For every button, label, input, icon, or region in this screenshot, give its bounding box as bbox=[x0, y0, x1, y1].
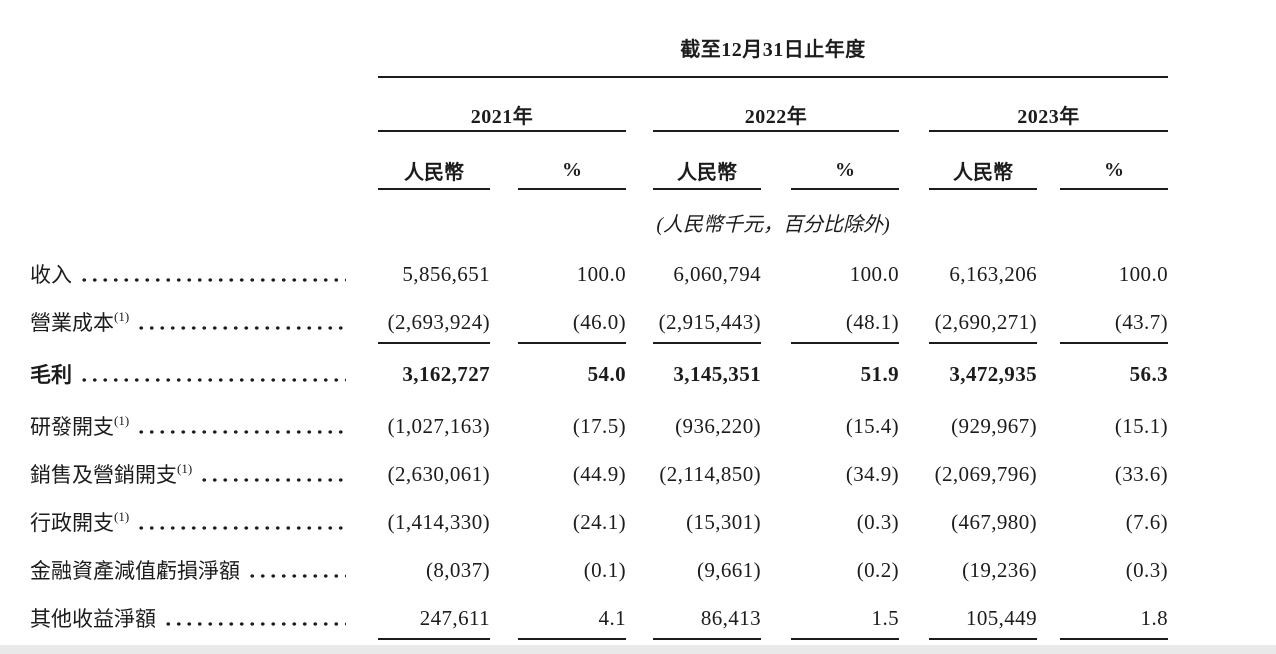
value-2022-rmb: (9,661) bbox=[696, 557, 761, 582]
value-2021-pct: 54.0 bbox=[587, 361, 626, 386]
value-2023-rmb: (467,980) bbox=[951, 509, 1037, 534]
group-gap bbox=[899, 98, 929, 132]
value-2023-pct: (0.3) bbox=[1125, 557, 1168, 582]
value-2022-rmb: (936,220) bbox=[675, 413, 761, 438]
row-other-net-income: 其他收益淨額 247,611 4.1 86,413 1.5 105,449 1.… bbox=[30, 594, 1168, 642]
row-cost-of-sales: 營業成本(1) (2,693,924) (46.0) (2,915,443) (… bbox=[30, 298, 1168, 346]
label-spacer bbox=[30, 98, 378, 132]
row-gross-profit: 毛利 3,162,727 54.0 3,145,351 51.9 3,472,9… bbox=[30, 346, 1168, 402]
value-2023-rmb: 105,449 bbox=[929, 606, 1037, 640]
value-2022-rmb: (15,301) bbox=[686, 509, 761, 534]
value-2021-pct: (46.0) bbox=[518, 310, 626, 344]
dot-leader bbox=[247, 559, 346, 581]
row-label: 毛利 bbox=[30, 363, 72, 387]
row-selling-marketing-expenses: 銷售及營銷開支(1) (2,630,061) (44.9) (2,114,850… bbox=[30, 450, 1168, 498]
row-label: 金融資產減值虧損淨額 bbox=[30, 559, 240, 583]
dot-leader bbox=[136, 415, 346, 437]
value-2021-rmb: 247,611 bbox=[378, 606, 490, 640]
dot-leader bbox=[136, 511, 346, 533]
value-2022-pct: (0.2) bbox=[856, 557, 899, 582]
row-revenue: 收入 5,856,651 100.0 6,060,794 100.0 6,163… bbox=[30, 250, 1168, 298]
row-label: 營業成本 bbox=[30, 311, 114, 335]
value-2022-pct: 1.5 bbox=[791, 606, 899, 640]
row-label: 收入 bbox=[30, 263, 72, 287]
value-2021-rmb: (8,037) bbox=[425, 557, 490, 582]
value-2021-rmb: (2,693,924) bbox=[378, 310, 490, 344]
header-rule bbox=[378, 76, 1168, 78]
value-2022-pct: (0.3) bbox=[856, 509, 899, 534]
dot-leader bbox=[163, 607, 346, 629]
value-2023-pct: (43.7) bbox=[1060, 310, 1168, 344]
col-header-rmb-2023: 人民幣 bbox=[929, 153, 1037, 190]
row-label: 其他收益淨額 bbox=[30, 607, 156, 631]
value-2021-rmb: (1,027,163) bbox=[387, 413, 490, 438]
col-header-pct-2022: % bbox=[791, 153, 899, 190]
footnote-ref: (1) bbox=[114, 309, 130, 324]
value-2021-rmb: (1,414,330) bbox=[387, 509, 490, 534]
value-2021-pct: (0.1) bbox=[583, 557, 626, 582]
value-2022-pct: 51.9 bbox=[860, 361, 899, 386]
page-edge-strip bbox=[0, 645, 1276, 654]
value-2021-rmb: (2,630,061) bbox=[387, 461, 490, 486]
value-2023-rmb: (2,690,271) bbox=[929, 310, 1037, 344]
value-2023-rmb: (929,967) bbox=[951, 413, 1037, 438]
year-2022: 2022年 bbox=[653, 98, 899, 132]
value-2023-pct: (33.6) bbox=[1114, 461, 1168, 486]
value-2023-rmb: 3,472,935 bbox=[949, 361, 1037, 386]
footnote-ref: (1) bbox=[177, 461, 193, 476]
year-2021: 2021年 bbox=[378, 98, 626, 132]
table-title: 截至12月31日止年度 bbox=[680, 39, 866, 61]
value-2021-pct: (17.5) bbox=[572, 413, 626, 438]
value-2023-pct: 1.8 bbox=[1060, 606, 1168, 640]
group-gap bbox=[626, 98, 653, 132]
dot-leader bbox=[136, 311, 346, 333]
value-2022-pct: 100.0 bbox=[849, 261, 899, 286]
value-2021-rmb: 3,162,727 bbox=[402, 361, 490, 386]
value-2022-rmb: 3,145,351 bbox=[673, 361, 761, 386]
row-label: 銷售及營銷開支 bbox=[30, 463, 177, 487]
value-2022-rmb: 86,413 bbox=[653, 606, 761, 640]
value-2022-rmb: (2,114,850) bbox=[659, 461, 761, 486]
row-admin-expenses: 行政開支(1) (1,414,330) (24.1) (15,301) (0.3… bbox=[30, 498, 1168, 546]
value-2021-rmb: 5,856,651 bbox=[402, 261, 490, 286]
dot-leader bbox=[199, 463, 346, 485]
value-2021-pct: 4.1 bbox=[518, 606, 626, 640]
year-2023: 2023年 bbox=[929, 98, 1168, 132]
year-header-row: 2021年 2022年 2023年 bbox=[30, 98, 1168, 132]
value-2023-pct: (15.1) bbox=[1114, 413, 1168, 438]
unit-note: (人民幣千元，百分比除外) bbox=[656, 214, 890, 236]
col-header-pct-2023: % bbox=[1060, 153, 1168, 190]
row-label: 行政開支 bbox=[30, 511, 114, 535]
value-2021-pct: (24.1) bbox=[572, 509, 626, 534]
value-2023-pct: 56.3 bbox=[1129, 361, 1168, 386]
value-2022-rmb: 6,060,794 bbox=[673, 261, 761, 286]
dot-leader bbox=[79, 363, 346, 385]
value-2022-pct: (48.1) bbox=[791, 310, 899, 344]
value-2023-rmb: (2,069,796) bbox=[934, 461, 1037, 486]
footnote-ref: (1) bbox=[114, 413, 130, 428]
dot-leader bbox=[79, 263, 346, 285]
row-rd-expenses: 研發開支(1) (1,027,163) (17.5) (936,220) (15… bbox=[30, 402, 1168, 450]
value-2023-pct: 100.0 bbox=[1118, 261, 1168, 286]
value-2022-pct: (15.4) bbox=[845, 413, 899, 438]
value-2022-pct: (34.9) bbox=[845, 461, 899, 486]
row-label: 研發開支 bbox=[30, 415, 114, 439]
col-header-rmb-2021: 人民幣 bbox=[378, 153, 490, 190]
row-impairment-losses: 金融資產減值虧損淨額 (8,037) (0.1) (9,661) (0.2) (… bbox=[30, 546, 1168, 594]
label-spacer bbox=[30, 154, 378, 189]
value-2023-rmb: 6,163,206 bbox=[949, 261, 1037, 286]
value-2023-pct: (7.6) bbox=[1125, 509, 1168, 534]
value-2022-rmb: (2,915,443) bbox=[653, 310, 761, 344]
value-2021-pct: 100.0 bbox=[576, 261, 626, 286]
col-header-rmb-2022: 人民幣 bbox=[653, 153, 761, 190]
col-header-pct-2021: % bbox=[518, 153, 626, 190]
footnote-ref: (1) bbox=[114, 509, 130, 524]
value-2023-rmb: (19,236) bbox=[962, 557, 1037, 582]
column-header-row: 人民幣 % 人民幣 % 人民幣 % bbox=[30, 153, 1168, 190]
value-2021-pct: (44.9) bbox=[572, 461, 626, 486]
